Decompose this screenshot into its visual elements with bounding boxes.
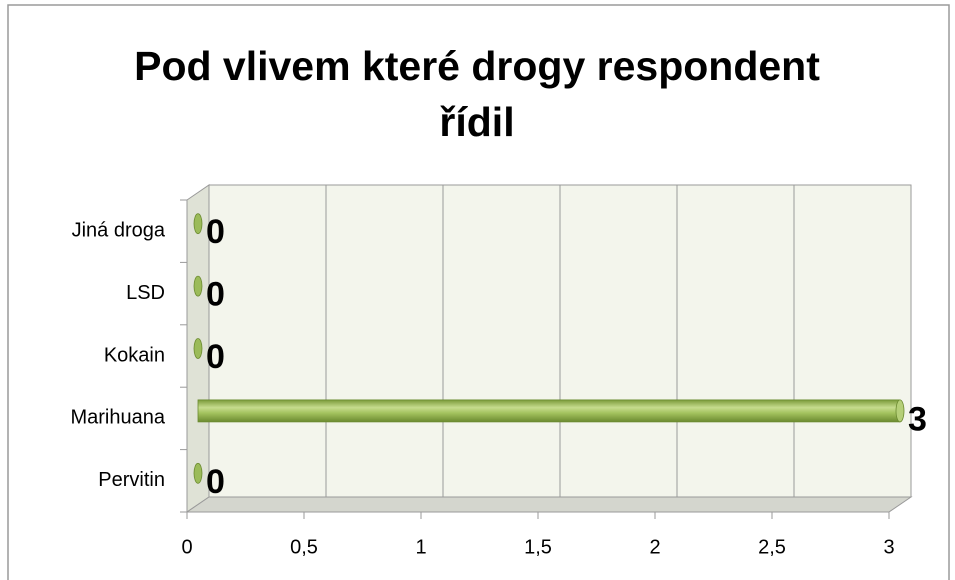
bar [193,338,203,359]
x-tick-label: 1,5 [524,536,552,558]
y-tick-label: Kokain [104,344,165,366]
value-label: 0 [206,463,225,501]
bar-cap [895,399,905,423]
value-label: 0 [206,338,225,376]
y-tick-label: Jiná droga [72,219,166,241]
bar [193,213,203,235]
value-label: 0 [206,213,225,251]
y-tick-label: LSD [126,282,165,304]
x-tick-label: 2 [649,536,660,558]
x-tick-label: 0 [181,536,192,558]
y-tick-label: Marihuana [70,407,165,429]
x-tick-label: 1 [415,536,426,558]
value-label: 0 [206,276,225,314]
x-tick-label: 0,5 [290,536,318,558]
chart-border [7,4,950,580]
value-label: 3 [908,400,927,438]
y-tick-label: Pervitin [98,469,165,491]
x-tick-label: 2,5 [758,536,786,558]
chart-title: Pod vlivem které drogy respondent řídil [134,43,820,145]
bar [193,462,203,484]
bar [193,275,203,297]
floor [185,496,913,513]
bar [197,399,901,423]
x-tick-label: 3 [883,536,894,558]
